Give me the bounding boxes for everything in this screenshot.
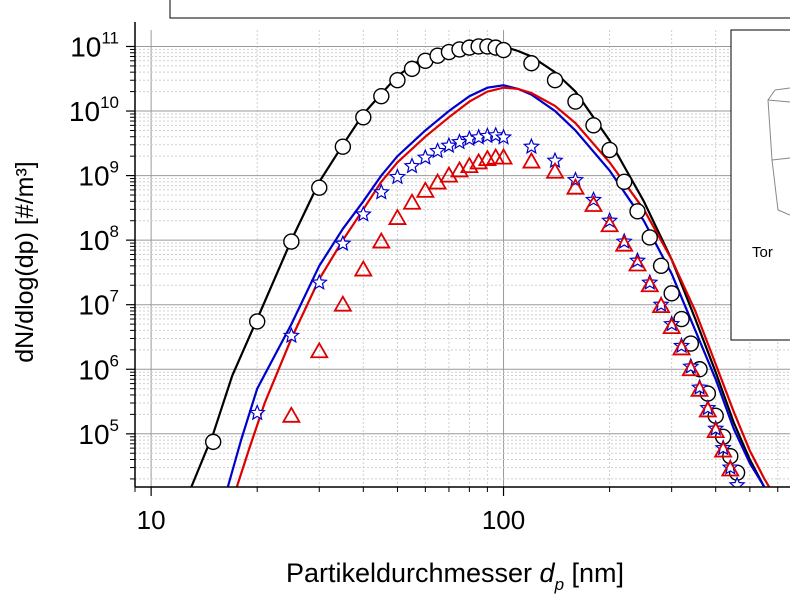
marker-circle: [204, 433, 222, 451]
x-axis-ticks: 10 100: [137, 505, 526, 535]
marker-circle: [373, 87, 390, 105]
marker-triangle: [698, 400, 718, 418]
marker-star: [416, 148, 435, 165]
marker-circle: [495, 41, 512, 59]
inset-drawing: [767, 87, 790, 216]
curve-line-2: [226, 84, 766, 487]
marker-triangle: [521, 151, 541, 169]
y-tick-label: 1011: [70, 28, 119, 62]
grid-lines: [134, 30, 790, 487]
marker-triangle: [333, 294, 353, 312]
marker-star: [440, 136, 458, 154]
marker-circle: [546, 72, 564, 89]
y-tick-label: 106: [78, 351, 119, 385]
x-tick-label: 100: [482, 505, 525, 535]
title-box: [169, 0, 790, 19]
marker-star: [682, 357, 700, 374]
marker-circle: [523, 55, 540, 72]
inset-label: Tor: [752, 244, 773, 261]
x-axis-label-var: d: [540, 558, 556, 588]
marker-circle: [334, 138, 352, 155]
marker-star: [354, 205, 372, 222]
x-axis-label-sub: p: [554, 575, 564, 594]
marker-star: [522, 137, 541, 155]
data-layer: [190, 38, 771, 487]
marker-star: [494, 128, 513, 145]
curve-line-1: [190, 43, 766, 487]
marker-triangle: [614, 234, 634, 252]
x-axis-label-unit: [nm]: [564, 558, 624, 588]
marker-triangle: [600, 215, 620, 233]
marker-star: [672, 336, 691, 354]
marker-circle: [355, 109, 372, 126]
marker-triangle: [583, 195, 604, 212]
marker-triangle: [706, 421, 726, 439]
marker-star: [714, 439, 732, 456]
marker-circle: [403, 60, 421, 78]
marker-star: [429, 141, 447, 159]
marker-star: [699, 399, 717, 416]
y-tick-label: 109: [78, 158, 119, 192]
marker-circle: [283, 233, 300, 250]
y-tick-label: 1010: [69, 93, 119, 127]
marker-circle: [249, 313, 266, 330]
marker-circle: [567, 93, 584, 110]
marker-triangle: [469, 152, 489, 170]
marker-star: [248, 403, 266, 421]
marker-star: [690, 378, 709, 395]
marker-circle: [641, 229, 658, 246]
marker-circle: [601, 141, 618, 159]
marker-triangle: [681, 359, 701, 377]
marker-star: [282, 326, 301, 344]
marker-triangle: [371, 231, 391, 249]
marker-triangle: [353, 259, 373, 277]
y-axis-label: dN/dlog(dp) [#/m³]: [11, 161, 39, 362]
marker-circle: [629, 203, 646, 220]
marker-triangle: [671, 338, 692, 356]
x-tick-label: 10: [137, 505, 166, 535]
marker-triangle: [387, 208, 407, 225]
marker-circle: [389, 72, 406, 89]
marker-star: [310, 273, 328, 290]
marker-triangle: [281, 406, 301, 423]
marker-triangle: [627, 254, 648, 272]
marker-star: [728, 476, 746, 487]
marker-triangle: [640, 275, 660, 293]
marker-triangle: [690, 380, 710, 397]
marker-triangle: [493, 147, 514, 165]
marker-triangle: [565, 177, 586, 195]
plot-frame: [126, 22, 790, 496]
marker-star: [707, 419, 725, 437]
x-axis-label-main: Partikeldurchmesser: [286, 558, 540, 588]
marker-triangle: [309, 341, 329, 359]
y-axis-ticks: 105 106 107 108 109 1010 1011: [69, 28, 119, 449]
marker-triangle: [662, 317, 682, 334]
marker-circle: [663, 285, 680, 302]
marker-star: [372, 183, 390, 200]
y-tick-label: 107: [78, 287, 119, 321]
y-tick-label: 105: [78, 416, 119, 450]
marker-circle: [311, 179, 328, 196]
marker-triangle: [545, 161, 565, 179]
marker-circle: [615, 173, 633, 191]
marker-triangle: [415, 181, 435, 198]
marker-circle: [585, 117, 602, 134]
marker-circle: [652, 257, 670, 275]
curve-line-3: [235, 86, 771, 487]
marker-star: [652, 295, 670, 313]
y-tick-label: 108: [78, 222, 119, 256]
marker-star: [403, 157, 421, 174]
marker-star: [721, 458, 739, 475]
marker-triangle: [713, 440, 733, 458]
x-axis-label: Partikeldurchmesser dp [nm]: [286, 558, 624, 594]
marker-triangle: [720, 459, 740, 477]
marker-star: [388, 167, 407, 185]
inset-panel: Tor: [730, 29, 790, 341]
marker-triangle: [402, 192, 422, 210]
marker-triangle: [651, 296, 671, 314]
marker-star: [334, 234, 352, 252]
